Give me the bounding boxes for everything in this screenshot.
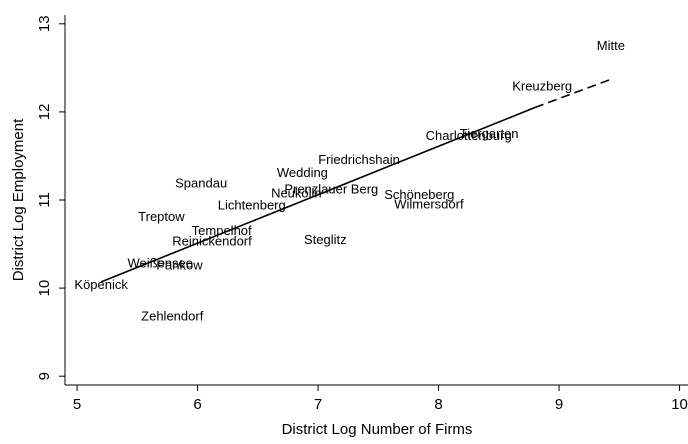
point-label: Weißensee xyxy=(127,256,193,271)
point-label: Mitte xyxy=(597,38,625,53)
point-label: Spandau xyxy=(175,176,227,191)
point-label: Treptow xyxy=(138,209,185,224)
point-label: Steglitz xyxy=(304,232,347,247)
x-tick-label: 8 xyxy=(434,396,442,413)
point-label: Schöneberg xyxy=(384,187,454,202)
point-label: Reinickendorf xyxy=(172,234,252,249)
y-tick-label: 12 xyxy=(36,104,53,121)
x-tick-label: 10 xyxy=(671,396,688,413)
point-label: Charlottenburg xyxy=(426,128,512,143)
point-label: Prenzlauer Berg xyxy=(284,182,378,197)
point-label: Pankow xyxy=(156,258,203,273)
x-tick-label: 9 xyxy=(555,396,563,413)
x-tick-label: 5 xyxy=(73,396,81,413)
x-tick-label: 6 xyxy=(193,396,201,413)
point-label: Zehlendorf xyxy=(141,309,204,324)
y-tick-label: 13 xyxy=(36,15,53,32)
point-label: Lichtenberg xyxy=(218,198,286,213)
fit-line xyxy=(100,106,536,283)
point-label: Tempelhof xyxy=(192,223,252,238)
point-label: Köpenick xyxy=(74,277,128,292)
y-tick-label: 11 xyxy=(36,192,53,208)
point-label: Neukölln xyxy=(271,185,322,200)
point-label: Wilmersdorf xyxy=(394,197,464,212)
x-axis-title: District Log Number of Firms xyxy=(282,421,473,438)
point-label: Wedding xyxy=(277,165,328,180)
y-tick-label: 10 xyxy=(36,280,53,297)
y-axis-title: District Log Employment xyxy=(10,118,27,281)
y-tick-label: 9 xyxy=(36,372,53,380)
point-label: Kreuzberg xyxy=(512,79,572,94)
x-tick-label: 7 xyxy=(314,396,322,413)
point-label: Friedrichshain xyxy=(318,152,400,167)
point-label: Tiergarten xyxy=(460,126,519,141)
